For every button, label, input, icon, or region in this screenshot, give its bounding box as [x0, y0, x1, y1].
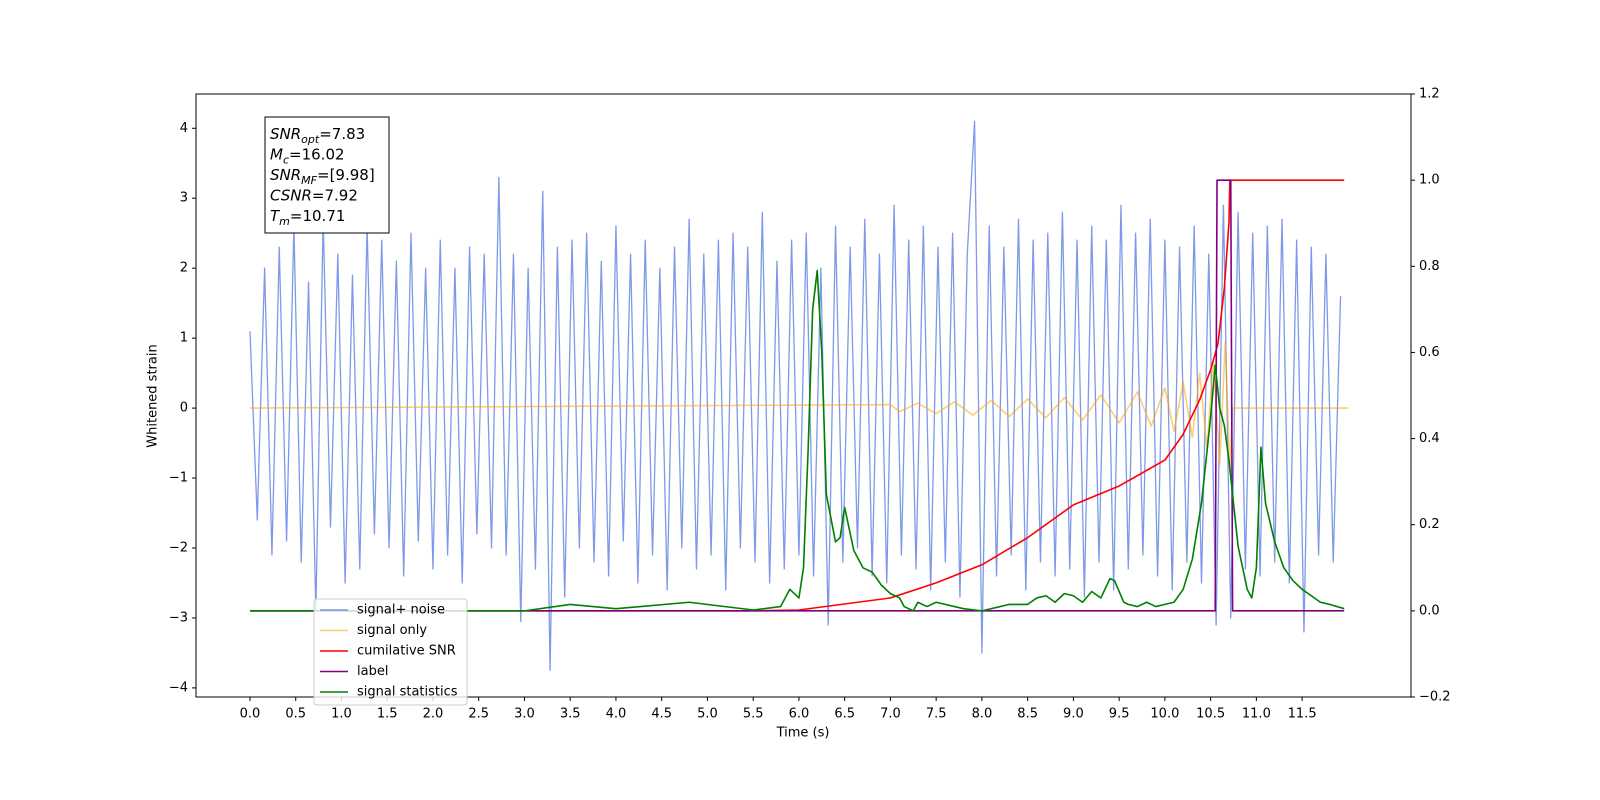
series-line	[249, 120, 1342, 672]
legend-label: cumilative SNR	[357, 644, 456, 659]
x-tick-label: 8.5	[1017, 707, 1038, 722]
legend-label: label	[357, 664, 388, 679]
y-tick-label: 0	[180, 401, 188, 416]
annotation-line: Mc=16.02	[270, 146, 345, 167]
legend-box	[313, 598, 468, 706]
y2-tick-label: 0.8	[1419, 259, 1440, 274]
annotation-symbol: T	[270, 207, 281, 225]
y-tick-label: 3	[180, 191, 188, 206]
annotation-value: =16.02	[289, 146, 345, 164]
annotation-subscript: MF	[301, 174, 317, 187]
y2-tick-label: −0.2	[1419, 690, 1451, 705]
x-tick-label: 3.5	[560, 707, 581, 722]
x-axis-label: Time (s)	[776, 726, 830, 741]
plot-frame	[195, 93, 1412, 698]
x-tick-label: 1.0	[331, 707, 352, 722]
annotation-line: SNRMF=[9.98]	[270, 166, 375, 187]
y-tick-label: 1	[180, 331, 188, 346]
x-tick-label: 7.0	[880, 707, 901, 722]
x-tick-label: 10.5	[1196, 707, 1225, 722]
annotation-subscript: m	[279, 215, 290, 228]
annotation-box	[264, 116, 390, 234]
x-tick-label: 9.0	[1063, 707, 1084, 722]
legend-label: signal statistics	[357, 685, 458, 700]
x-tick-label: 0.0	[240, 707, 261, 722]
x-tick-label: 2.0	[423, 707, 444, 722]
x-tick-label: 5.0	[697, 707, 718, 722]
y-tick-label: 4	[180, 121, 188, 136]
y-tick-label: −1	[169, 471, 188, 486]
series-line	[249, 179, 1345, 612]
annotation-symbol: M	[270, 146, 283, 164]
x-tick-label: 5.5	[743, 707, 764, 722]
y-tick-label: 2	[180, 261, 188, 276]
annotation-line: CSNR=7.92	[270, 187, 358, 205]
y-tick-label: −4	[169, 680, 188, 695]
x-tick-label: 8.0	[972, 707, 993, 722]
x-tick-label: 0.5	[285, 707, 306, 722]
annotation-subscript: opt	[301, 133, 320, 146]
y2-tick-label: 0.6	[1419, 345, 1440, 360]
annotation-symbol: CSNR	[270, 187, 312, 205]
series-line	[249, 179, 1345, 612]
annotation-line: SNRopt=7.83	[270, 125, 365, 146]
x-tick-label: 2.5	[468, 707, 489, 722]
x-tick-label: 11.5	[1288, 707, 1317, 722]
x-tick-label: 4.5	[651, 707, 672, 722]
x-tick-label: 6.5	[834, 707, 855, 722]
annotation-subscript: c	[283, 154, 289, 167]
y2-tick-label: 1.2	[1419, 87, 1440, 102]
y-tick-label: −2	[169, 540, 188, 555]
y2-tick-label: 0.0	[1419, 603, 1440, 618]
legend-label: signal only	[357, 623, 427, 638]
x-tick-label: 4.0	[606, 707, 627, 722]
y-tick-label: −3	[169, 610, 188, 625]
x-tick-label: 10.0	[1150, 707, 1179, 722]
x-tick-label: 1.5	[377, 707, 398, 722]
annotation-symbol: SNR	[270, 125, 301, 143]
series-line	[249, 269, 1345, 612]
x-tick-label: 9.5	[1109, 707, 1130, 722]
y-axis-label: Whitened strain	[146, 344, 161, 447]
y2-tick-label: 1.0	[1419, 173, 1440, 188]
x-tick-label: 3.0	[514, 707, 535, 722]
x-tick-label: 11.0	[1242, 707, 1271, 722]
annotation-symbol: SNR	[270, 166, 301, 184]
x-tick-label: 6.0	[789, 707, 810, 722]
y2-tick-label: 0.4	[1419, 431, 1440, 446]
y2-tick-label: 0.2	[1419, 517, 1440, 532]
x-tick-label: 7.5	[926, 707, 947, 722]
annotation-value: =7.92	[312, 187, 358, 205]
legend-label: signal+ noise	[357, 603, 445, 618]
annotation-value: =7.83	[319, 125, 365, 143]
annotation-value: =10.71	[290, 207, 346, 225]
annotation-value: =[9.98]	[317, 166, 375, 184]
annotation-line: Tm=10.71	[270, 207, 345, 228]
